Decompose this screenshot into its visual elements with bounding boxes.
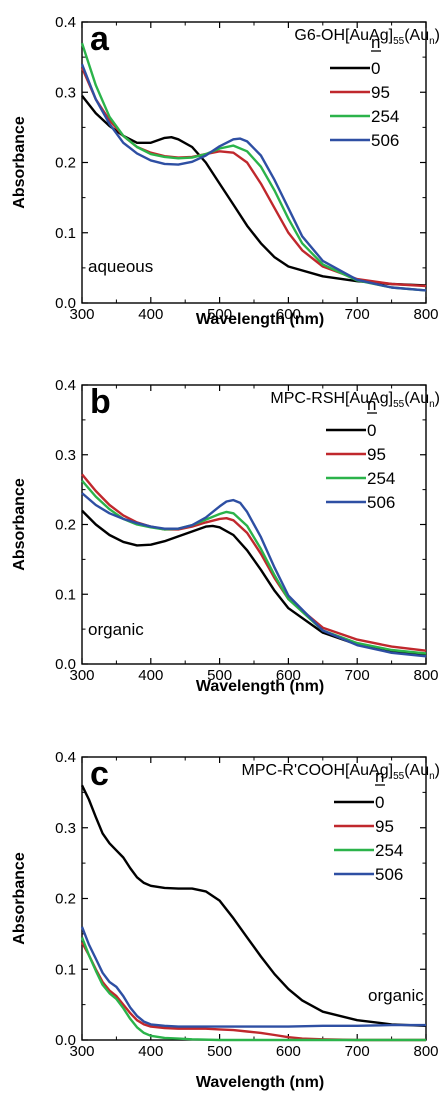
chart-title-main: MPC-RSH[AuAg] <box>270 390 393 407</box>
series-line-0 <box>81 509 427 657</box>
chart-title-mid: (Au <box>404 390 429 407</box>
y-tick-label: 0.0 <box>55 295 76 312</box>
series-line-506 <box>80 63 427 292</box>
x-tick-label: 800 <box>413 306 438 323</box>
series-line-254 <box>80 936 426 1042</box>
x-tick-label: 600 <box>276 306 301 323</box>
chart-title: G6-OH[AuAg]55(Aun) <box>294 27 440 47</box>
chart-panel-b: 300 400 500 600 700 800 0.0 0.1 0.2 0.3 0.4 Wavelen… <box>11 377 440 695</box>
chart-title-sub2: n <box>429 399 435 410</box>
legend-title: n <box>371 33 380 52</box>
y-tick-label: 0.1 <box>55 961 76 978</box>
y-axis-label: Absorbance <box>11 478 28 571</box>
legend-label-254: 254 <box>367 469 395 488</box>
y-tick-label: 0.4 <box>55 14 76 31</box>
series-line-95 <box>80 941 426 1042</box>
y-tick-label: 0.0 <box>55 1032 76 1049</box>
chart-title-main: G6-OH[AuAg] <box>294 27 393 44</box>
y-tick-label: 0.4 <box>55 749 76 766</box>
series-line-506 <box>81 492 427 658</box>
chart-title-sub1: 55 <box>393 399 405 410</box>
x-tick-label: 400 <box>138 306 163 323</box>
y-tick-label: 0.2 <box>55 517 76 534</box>
y-tick-label: 0.1 <box>55 225 76 242</box>
panel-label: b <box>90 383 111 421</box>
x-tick-label: 500 <box>207 667 232 684</box>
series-line-506 <box>80 926 426 1028</box>
chart-title-mid: (Au <box>404 762 429 779</box>
chart-title-main: MPC-R'COOH[AuAg] <box>242 762 394 779</box>
x-axis-label: Wavelength (nm) <box>196 311 324 328</box>
panel-label: a <box>90 20 110 58</box>
x-tick-label: 700 <box>345 1043 370 1060</box>
legend-label-254: 254 <box>371 107 399 126</box>
y-tick-label: 0.2 <box>55 891 76 908</box>
y-tick-label: 0.2 <box>55 155 76 172</box>
legend-label-0: 0 <box>375 793 384 812</box>
chart-title-mid: (Au <box>404 27 429 44</box>
series-line-0 <box>80 784 427 1027</box>
y-axis-label: Absorbance <box>11 852 28 945</box>
y-tick-label: 0.3 <box>55 447 76 464</box>
legend-label-0: 0 <box>371 59 380 78</box>
chart-title-sub2: n <box>429 36 435 47</box>
x-tick-label: 700 <box>345 667 370 684</box>
legend-label-95: 95 <box>367 445 386 464</box>
legend-label-506: 506 <box>367 493 395 512</box>
x-tick-label: 300 <box>69 1043 94 1060</box>
legend-label-95: 95 <box>371 83 390 102</box>
x-tick-label: 800 <box>413 1043 438 1060</box>
x-tick-label: 800 <box>413 667 438 684</box>
panel-label: c <box>90 755 109 793</box>
chart-title-end: ) <box>435 762 440 779</box>
y-tick-label: 0.1 <box>55 586 76 603</box>
legend-title: n <box>367 395 376 414</box>
chart-title-end: ) <box>435 390 440 407</box>
y-tick-label: 0.0 <box>55 656 76 673</box>
y-tick-label: 0.3 <box>55 84 76 101</box>
solvent-annotation: organic <box>368 986 424 1005</box>
x-axis-label: Wavelength (nm) <box>196 678 324 695</box>
x-tick-label: 500 <box>207 306 232 323</box>
chart-title: MPC-RSH[AuAg]55(Aun) <box>270 390 440 410</box>
legend-label-254: 254 <box>375 841 403 860</box>
legend-label-506: 506 <box>371 131 399 150</box>
chart-title-end: ) <box>435 27 440 44</box>
x-tick-label: 300 <box>69 306 94 323</box>
legend-label-506: 506 <box>375 865 403 884</box>
y-tick-label: 0.3 <box>55 820 76 837</box>
x-tick-label: 600 <box>276 1043 301 1060</box>
legend-label-0: 0 <box>367 421 376 440</box>
x-tick-label: 400 <box>138 1043 163 1060</box>
chart-panel-c: 300 400 500 600 700 800 0.0 0.1 0.2 0.3 0.4 Wavelen… <box>11 749 440 1091</box>
chart-title: MPC-R'COOH[AuAg]55(Aun) <box>242 762 440 782</box>
series-line-254 <box>80 42 427 292</box>
chart-title-sub2: n <box>429 771 435 782</box>
solvent-annotation: aqueous <box>88 257 153 276</box>
x-tick-label: 300 <box>69 667 94 684</box>
x-tick-label: 600 <box>276 667 301 684</box>
chart-title-sub1: 55 <box>393 771 405 782</box>
y-axis-label: Absorbance <box>11 116 28 209</box>
x-tick-label: 500 <box>207 1043 232 1060</box>
x-tick-label: 400 <box>138 667 163 684</box>
x-tick-label: 700 <box>345 306 370 323</box>
y-tick-label: 0.4 <box>55 377 76 394</box>
legend-label-95: 95 <box>375 817 394 836</box>
chart-panel-a: 300 400 500 600 700 800 0.0 0.1 0.2 0.3 0.4 Wavelen… <box>11 14 440 328</box>
solvent-annotation: organic <box>88 620 144 639</box>
chart-title-sub1: 55 <box>393 36 405 47</box>
legend-title: n <box>375 767 384 786</box>
x-axis-label: Wavelength (nm) <box>196 1074 324 1091</box>
